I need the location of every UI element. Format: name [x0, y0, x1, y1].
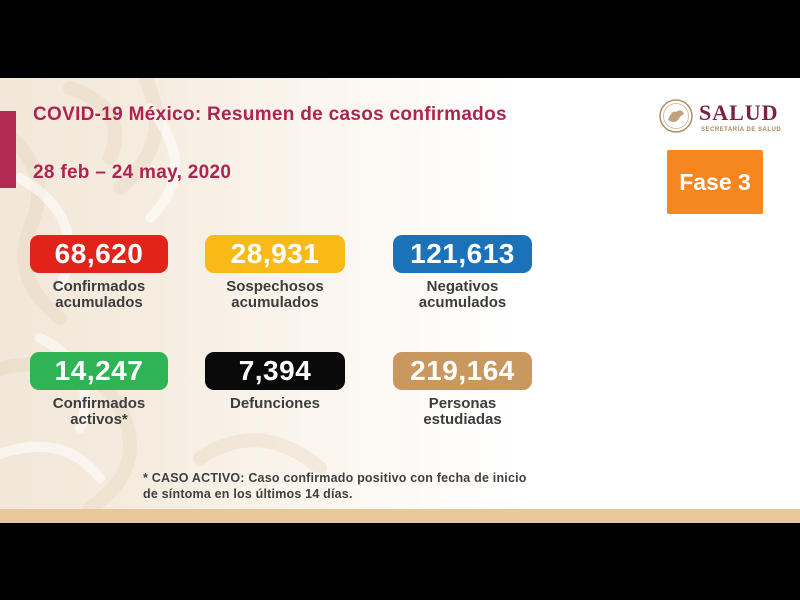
logo-wordmark: SALUD: [699, 100, 779, 125]
bottom-border-band: [0, 523, 800, 600]
stat-card-personas-estudiadas: 219,164 Personas estudiadas: [393, 352, 532, 428]
stat-value: 28,931: [230, 238, 320, 269]
stat-label: Personas estudiadas: [423, 395, 502, 428]
stat-pill: 121,613: [393, 235, 532, 273]
stat-label: Sospechosos acumulados: [226, 278, 324, 311]
stat-pill: 68,620: [30, 235, 168, 273]
stat-card-confirmados-acumulados: 68,620 Confirmados acumulados: [30, 235, 168, 311]
stat-pill: 28,931: [205, 235, 345, 273]
salud-logo: SALUD SECRETARÍA DE SALUD: [658, 96, 788, 142]
top-border-band: [0, 0, 800, 78]
stat-label: Defunciones: [229, 395, 320, 412]
stat-card-negativos-acumulados: 121,613 Negativos acumulados: [393, 235, 532, 311]
stat-label: Negativos acumulados: [418, 278, 507, 311]
stat-label: Confirmados acumulados: [52, 278, 146, 311]
page-title: COVID-19 México: Resumen de casos confir…: [33, 104, 507, 125]
stat-value: 68,620: [54, 238, 144, 269]
footnote: * CASO ACTIVO: Caso confirmado positivo …: [143, 471, 527, 501]
stat-label: Confirmados activos*: [52, 395, 146, 428]
stat-pill: 219,164: [393, 352, 532, 390]
stat-value: 14,247: [54, 355, 144, 386]
title-accent-bar: [0, 111, 16, 188]
bottom-accent-strip: [0, 509, 800, 523]
stat-pill: 7,394: [205, 352, 345, 390]
stat-value: 121,613: [410, 238, 515, 269]
stat-value: 7,394: [238, 355, 312, 386]
stat-card-defunciones: 7,394 Defunciones: [205, 352, 345, 412]
phase-badge: Fase 3: [667, 150, 763, 214]
stat-card-confirmados-activos: 14,247 Confirmados activos*: [30, 352, 168, 428]
logo-subtitle: SECRETARÍA DE SALUD: [701, 127, 782, 133]
stat-value: 219,164: [410, 355, 515, 386]
content-area: COVID-19 México: Resumen de casos confir…: [0, 78, 800, 509]
date-range: 28 feb – 24 may, 2020: [33, 162, 232, 183]
eagle-emblem-icon: [659, 99, 693, 133]
stat-pill: 14,247: [30, 352, 168, 390]
phase-badge-label: Fase 3: [679, 168, 751, 195]
stat-card-sospechosos-acumulados: 28,931 Sospechosos acumulados: [205, 235, 345, 311]
